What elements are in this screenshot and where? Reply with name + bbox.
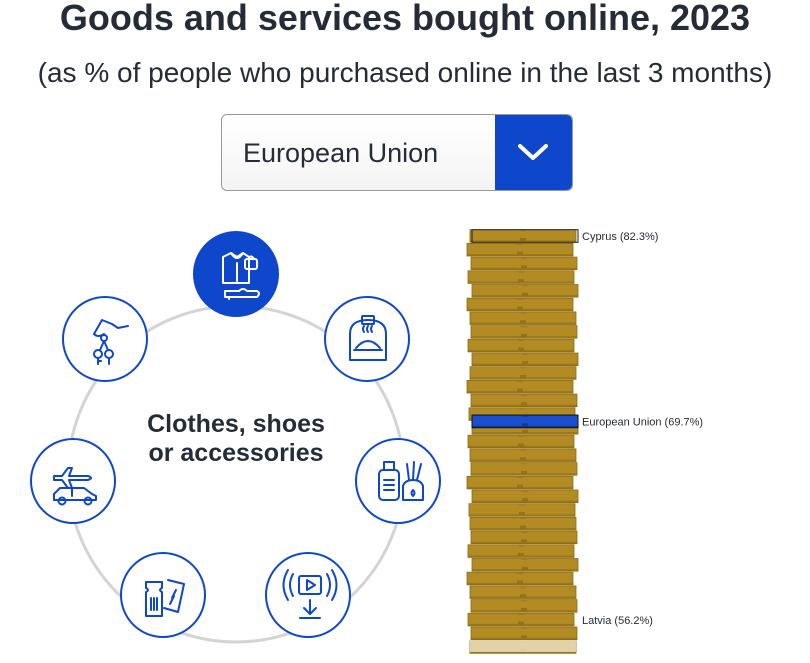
coin: [466, 571, 574, 586]
travel-icon: [53, 467, 97, 506]
coin-label: European Union (69.7%): [582, 416, 703, 428]
coin-faded: [470, 640, 576, 652]
coin: [470, 393, 578, 408]
coin-stack-svg: Cyprus (82.3%) European Union (69.7%) Latv…: [466, 229, 703, 654]
streaming-download-icon: [282, 569, 338, 619]
food-delivery-icon: [349, 315, 387, 361]
selected-category-line1: Clothes, shoes: [147, 410, 325, 438]
coin: [467, 338, 575, 353]
dropdown-button[interactable]: [495, 115, 572, 190]
category-food-delivery[interactable]: [324, 296, 410, 382]
top-coin-outline: [471, 229, 579, 243]
coin-label: Latvia (56.2%): [582, 615, 653, 627]
selected-category-label: Clothes, shoes or accessories: [120, 410, 352, 468]
category-rental-keys[interactable]: [62, 296, 148, 382]
clothes-shoes-icon: [222, 252, 260, 300]
category-clothes-shoes[interactable]: [193, 231, 279, 317]
tickets-icon: [145, 579, 185, 617]
category-cosmetics[interactable]: [355, 438, 441, 524]
coin-stack-chart: Cyprus (82.3%) European Union (69.7%) Latv…: [460, 222, 810, 658]
category-streaming-download[interactable]: [265, 552, 351, 638]
coin: [468, 503, 576, 517]
selected-category-line2: or accessories: [148, 439, 324, 467]
category-travel[interactable]: [30, 438, 116, 524]
country-select[interactable]: European Union: [221, 114, 573, 191]
rental-keys-icon: [93, 319, 129, 365]
chevron-down-icon: [518, 144, 548, 160]
category-wheel: Clothes, shoes or accessories: [0, 200, 460, 658]
country-select-value: European Union: [243, 138, 439, 168]
page-subtitle: (as % of people who purchased online in …: [37, 57, 773, 88]
coin: [470, 462, 578, 476]
coin: [470, 256, 578, 271]
page-title: Goods and services bought online, 2023: [59, 0, 751, 38]
coin: [471, 284, 579, 298]
coin: [470, 325, 578, 339]
coin-label: Cyprus (82.3%): [582, 231, 658, 243]
category-tickets[interactable]: [120, 552, 206, 638]
cosmetics-icon: [378, 461, 424, 501]
